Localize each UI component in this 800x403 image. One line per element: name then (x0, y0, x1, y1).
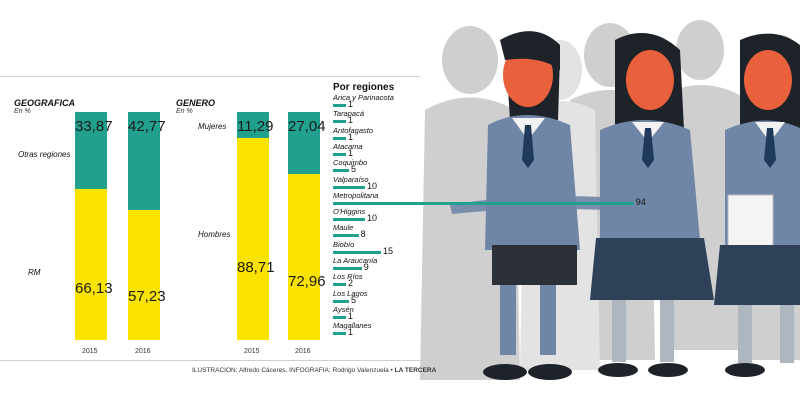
region-bar (333, 185, 365, 189)
geografica-bar-2015-bottom: 66,13 (75, 189, 113, 340)
region-label: Atacama (333, 141, 363, 151)
region-label: La Araucanía (333, 256, 378, 265)
genero-title: GENERO (176, 98, 216, 108)
genero-series-label-top: Mujeres (198, 122, 227, 131)
region-bar (333, 234, 359, 238)
region-label: Tarapacá (333, 109, 364, 119)
geografica-unit: En % (14, 108, 31, 115)
region-value: 8 (360, 229, 366, 240)
region-value: 10 (367, 180, 378, 191)
region-value: 1 (348, 147, 354, 158)
region-bar (333, 315, 346, 319)
region-bar (333, 169, 349, 173)
region-bar (333, 201, 634, 205)
credit-brand: LA TERCERA (394, 367, 437, 374)
region-value: 94 (635, 196, 646, 207)
region-label: O'Higgins (333, 207, 366, 217)
credit-line: ILUSTRACION: Alfredo Cáceres, INFOGRAFIA… (192, 367, 436, 374)
geografica-bar-2016-bottom: 57,23 (128, 209, 166, 340)
region-label: Los Ríos (333, 272, 363, 282)
region-value: 15 (383, 245, 394, 256)
geografica-label-2015-top: 33,87 (75, 118, 113, 135)
region-value: 5 (351, 164, 357, 175)
region-label: Valparaíso (333, 174, 369, 184)
genero-bar-2015-bottom: 88,71 (237, 137, 275, 340)
region-label: Arica y Parinacota (333, 93, 394, 102)
region-label: Aysén (333, 304, 354, 314)
geografica-series-label-top: Otras regiones (18, 150, 71, 159)
geografica-year-2015: 2015 (82, 348, 98, 355)
geografica-label-2015-bottom: 66,13 (75, 279, 113, 297)
region-bar (333, 152, 346, 156)
genero-year-2015: 2015 (244, 348, 260, 355)
region-label: Metropolitana (333, 190, 379, 200)
geografica-label-2016-top: 42,77 (128, 118, 166, 135)
credit-text: ILUSTRACION: Alfredo Cáceres, INFOGRAFIA… (192, 367, 393, 374)
region-value: 9 (363, 262, 369, 272)
genero-label-2016-top: 27,04 (288, 118, 326, 135)
region-value: 5 (351, 294, 357, 305)
region-value: 1 (348, 115, 354, 126)
geografica-series-label-bottom: RM (28, 268, 41, 277)
region-label: Maule (333, 223, 354, 233)
genero-year-2016: 2016 (295, 348, 311, 355)
region-bar (333, 332, 346, 336)
geografica-bar-2015-top: 33,87 (75, 112, 113, 190)
regiones-title: Por regiones (333, 82, 395, 93)
region-bar (333, 299, 349, 303)
region-value: 10 (367, 213, 378, 224)
region-label: Biobío (333, 239, 355, 249)
genero-label-2016-bottom: 72,96 (288, 273, 326, 291)
bottom-rule (0, 360, 430, 361)
region-label: Los Lagos (333, 288, 368, 298)
region-value: 1 (348, 327, 354, 338)
genero-bar-2015-top: 11,29 (237, 112, 274, 138)
region-bar (333, 120, 346, 124)
region-bar (333, 283, 346, 287)
geografica-year-2016: 2016 (135, 348, 151, 355)
region-bar (333, 267, 362, 270)
region-bar (333, 136, 346, 140)
geografica-bar-2016-top: 42,77 (128, 112, 166, 210)
region-value: 1 (348, 131, 354, 142)
region-value: 1 (348, 310, 354, 321)
region-bar (333, 104, 346, 107)
region-label: Coquimbo (333, 158, 368, 168)
region-label: Antofagasto (333, 125, 374, 135)
genero-bar-2016-top: 27,04 (288, 112, 326, 174)
region-value: 1 (348, 99, 354, 109)
genero-bar-2016-bottom: 72,96 (288, 173, 326, 340)
region-bar (333, 218, 365, 222)
genero-label-2015-bottom: 88,71 (237, 259, 275, 277)
geografica-label-2016-bottom: 57,23 (128, 287, 166, 305)
region-bar (333, 250, 381, 254)
region-value: 2 (348, 278, 354, 289)
region-label: Magallanes (333, 321, 372, 331)
genero-label-2015-top: 11,29 (237, 118, 274, 135)
geografica-title: GEOGRAFICA (14, 98, 76, 108)
top-rule (0, 76, 420, 77)
genero-unit: En % (176, 108, 193, 115)
genero-series-label-bottom: Hombres (198, 230, 231, 239)
